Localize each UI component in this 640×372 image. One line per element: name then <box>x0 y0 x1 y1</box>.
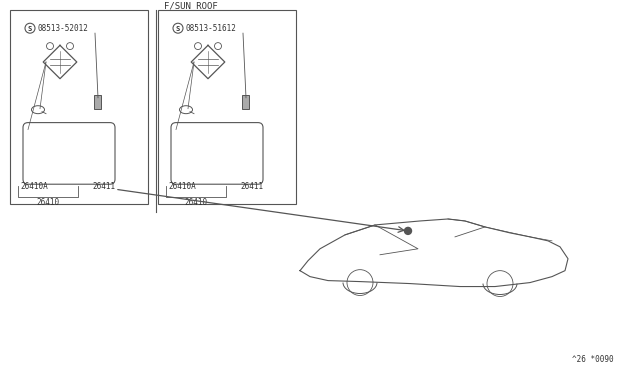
Text: 26410A: 26410A <box>168 182 196 191</box>
FancyBboxPatch shape <box>23 123 115 184</box>
Bar <box>94 95 101 109</box>
Text: ^26 *0090: ^26 *0090 <box>572 355 614 364</box>
Text: 08513-51612: 08513-51612 <box>185 24 236 33</box>
Bar <box>158 10 296 204</box>
Text: 26411: 26411 <box>240 182 263 191</box>
Text: S: S <box>28 26 32 32</box>
Text: 26410A: 26410A <box>20 182 48 191</box>
Bar <box>10 10 148 204</box>
FancyBboxPatch shape <box>171 123 263 184</box>
Text: 08513-52012: 08513-52012 <box>37 24 88 33</box>
Text: F/SUN ROOF: F/SUN ROOF <box>164 1 218 10</box>
Text: 26410: 26410 <box>184 198 207 207</box>
Text: 26411: 26411 <box>92 182 115 191</box>
Text: 26410: 26410 <box>36 198 60 207</box>
Text: S: S <box>176 26 180 32</box>
Circle shape <box>404 227 412 234</box>
Bar <box>242 95 249 109</box>
